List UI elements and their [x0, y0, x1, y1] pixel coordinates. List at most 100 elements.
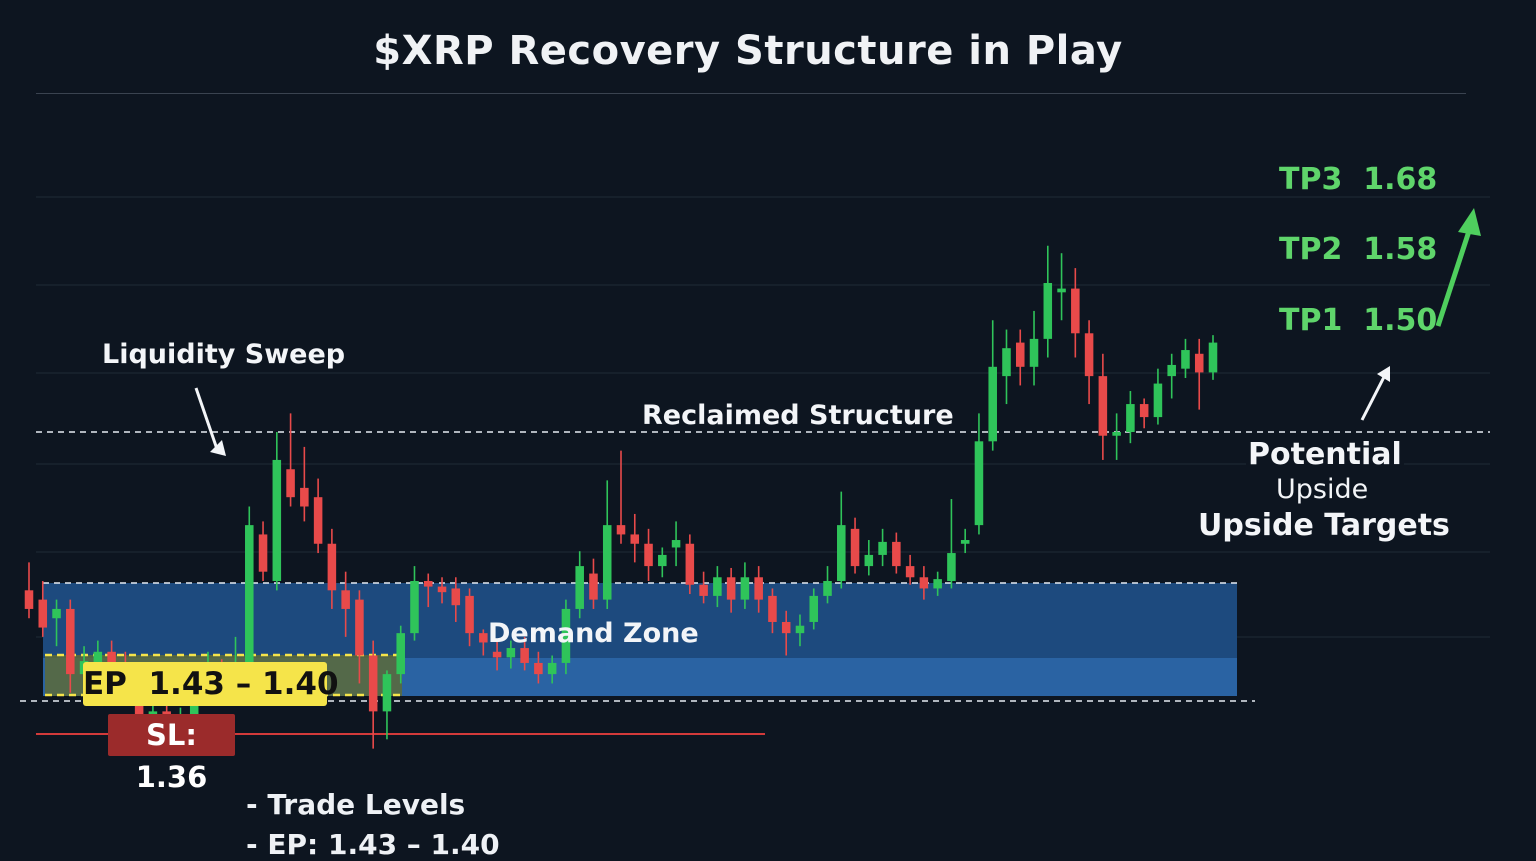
title-divider: [36, 93, 1466, 94]
candle-body: [286, 469, 295, 498]
bull-candle: [864, 540, 874, 576]
bull-candle: [1208, 335, 1218, 380]
bear-candle: [258, 521, 268, 581]
candle-body: [423, 581, 433, 587]
candle-body: [313, 497, 323, 544]
candle-body: [795, 625, 805, 634]
potential-upside-arrow-icon: [1360, 366, 1390, 421]
bear-candle: [355, 590, 364, 684]
candle-body: [341, 590, 350, 609]
bear-candle: [465, 588, 474, 647]
candle-body: [919, 577, 929, 589]
targets-green-arrow-icon: [1435, 208, 1481, 327]
bull-candle: [396, 625, 405, 684]
bear-candle: [699, 571, 708, 604]
bear-candle: [919, 566, 929, 600]
bear-candle: [1084, 320, 1094, 405]
tp3-label: TP3 1.68: [1279, 162, 1437, 197]
candle-body: [1015, 342, 1025, 367]
candle-body: [52, 608, 61, 619]
candle-body: [630, 534, 640, 544]
bear-candle: [905, 554, 915, 585]
tp1-value: 1.50: [1363, 303, 1438, 338]
candle-body: [1126, 404, 1135, 432]
bull-candle: [1029, 310, 1039, 386]
tp2-label: TP2 1.58: [1279, 232, 1437, 267]
tp1-name: TP1: [1279, 303, 1343, 338]
footer-line-2: - EP: 1.43 – 1.40: [246, 828, 500, 861]
bear-candle: [38, 581, 48, 637]
candle-body: [396, 633, 405, 675]
candle-body: [878, 541, 887, 555]
bear-candle: [1015, 329, 1025, 386]
candle-body: [465, 595, 474, 634]
candle-body: [933, 579, 942, 589]
bear-candle: [341, 571, 350, 637]
bear-candle: [644, 528, 653, 581]
bear-candle: [520, 636, 529, 671]
bear-candle: [754, 566, 763, 613]
candle-body: [658, 554, 667, 567]
candle-body: [1153, 383, 1163, 418]
candle-body: [1139, 404, 1149, 418]
bull-candle: [561, 599, 571, 675]
bear-candle: [479, 629, 488, 656]
candles: [24, 245, 1218, 749]
candle-body: [534, 662, 543, 675]
bull-candle: [272, 432, 282, 591]
bear-candle: [534, 651, 543, 684]
bear-candle: [24, 562, 34, 619]
bear-candle: [850, 517, 860, 574]
arrows: [194, 208, 1481, 456]
candle-body: [107, 651, 116, 665]
bull-candle: [1181, 338, 1190, 378]
bear-candle: [368, 640, 378, 749]
entry-price-badge: EP 1.43 – 1.40: [83, 662, 339, 706]
candle-body: [781, 621, 791, 634]
candle-body: [837, 525, 846, 581]
bear-candle: [589, 558, 598, 609]
bull-candle: [1167, 353, 1176, 399]
candle-body: [699, 584, 708, 596]
candle-body: [245, 525, 254, 675]
candle-body: [479, 633, 488, 643]
demand-zone-rect: [43, 583, 1237, 658]
candle-body: [1029, 338, 1039, 367]
candle-body: [947, 553, 956, 581]
bear-candle: [768, 588, 777, 634]
candle-body: [602, 525, 612, 600]
candle-body: [823, 581, 832, 596]
candle-body: [974, 441, 984, 526]
bear-candle: [327, 528, 337, 609]
candle-body: [1043, 283, 1053, 339]
bull-candle: [1153, 368, 1163, 425]
candle-body: [382, 674, 392, 712]
bull-candle: [410, 566, 419, 641]
candle-body: [1112, 432, 1121, 436]
bear-candle: [892, 532, 901, 574]
bear-candle: [492, 640, 502, 671]
bull-candle: [1043, 245, 1053, 358]
bull-candle: [547, 655, 557, 684]
candle-body: [644, 543, 653, 567]
bull-candle: [740, 562, 750, 609]
candle-body: [272, 459, 282, 581]
bear-candle: [726, 567, 736, 613]
bull-candle: [823, 566, 832, 604]
bear-candle: [286, 413, 295, 507]
candle-body: [864, 554, 874, 567]
bull-candle: [878, 528, 887, 567]
upside-label: Upside: [1276, 474, 1369, 505]
candle-body: [671, 540, 681, 548]
bear-candle: [300, 446, 309, 522]
bull-candle: [602, 480, 612, 609]
candle-body: [1181, 350, 1190, 369]
candle-body: [754, 577, 763, 600]
candle-body: [327, 543, 337, 591]
candle-body: [258, 534, 268, 572]
bear-candle: [616, 450, 626, 544]
candle-body: [368, 655, 378, 712]
candle-body: [1071, 288, 1080, 334]
chart-title: $XRP Recovery Structure in Play: [373, 28, 1123, 74]
